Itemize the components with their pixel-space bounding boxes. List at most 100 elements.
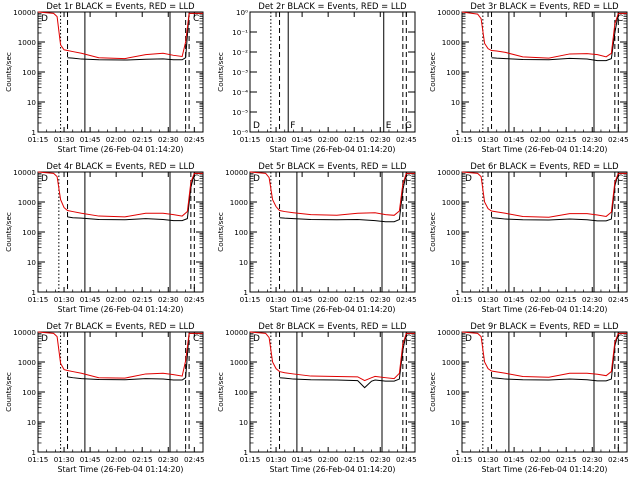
x-tick-label: 02:00 [530, 455, 551, 464]
annotation-letter: D [41, 174, 48, 184]
panel-det-9: Det 9r BLACK = Events, RED = LLD 1 10 100 10… [428, 321, 629, 474]
y-tick-label: 10 [27, 258, 37, 267]
series-line-events [491, 12, 627, 62]
annotation-letter: C [193, 334, 199, 344]
plot-frame [249, 331, 416, 453]
x-tick-label: 01:15 [452, 295, 473, 304]
plot-frame [37, 331, 204, 453]
y-tick-label: 1000 [442, 198, 461, 207]
y-tick-label: 1000 [18, 198, 37, 207]
x-tick-label: 02:15 [344, 135, 365, 144]
panel-title: Det 6r BLACK = Events, RED = LLD [470, 161, 618, 171]
x-tick-label: 02:30 [582, 455, 603, 464]
panel-title: Det 4r BLACK = Events, RED = LLD [46, 161, 194, 171]
y-tick-label: 100 [22, 388, 36, 397]
x-tick-label: 02:15 [132, 455, 153, 464]
y-axis-label: Counts/sec [428, 212, 437, 252]
annotation-letter: E [386, 121, 392, 131]
panel-det-6: Det 6r BLACK = Events, RED = LLD 1 10 100 10… [428, 161, 629, 314]
x-tick-label: 02:15 [344, 455, 365, 464]
x-tick-label: 01:15 [28, 455, 49, 464]
y-tick-label: 10 [239, 258, 249, 267]
annotation-letter: G [405, 121, 412, 131]
annotation-letter: D [41, 334, 48, 344]
plot-frame [37, 11, 204, 133]
annotation-letter: C [617, 174, 623, 184]
x-tick-label: 02:00 [318, 455, 339, 464]
plot-frame [461, 171, 628, 293]
x-tick-label: 02:30 [582, 135, 603, 144]
series-line-events [279, 332, 415, 389]
x-tick-label: 01:15 [452, 455, 473, 464]
y-tick-label: 1 [455, 128, 460, 137]
y-tick-label: 100 [22, 68, 36, 77]
x-tick-label: 02:00 [530, 295, 551, 304]
panel-det-3: Det 3r BLACK = Events, RED = LLD 1 10 100 10… [428, 1, 629, 154]
panel-title: Det 3r BLACK = Events, RED = LLD [470, 1, 618, 11]
y-tick-label: 10⁻² [232, 48, 248, 57]
x-tick-label: 02:00 [106, 455, 127, 464]
y-tick-label: 10000 [437, 8, 460, 17]
series-line-events [491, 172, 627, 222]
y-tick-label: 100 [234, 388, 248, 397]
x-tick-label: 02:00 [318, 295, 339, 304]
y-tick-label: 10000 [437, 168, 460, 177]
panel-title: Det 5r BLACK = Events, RED = LLD [258, 161, 406, 171]
plot-frame [461, 11, 628, 133]
series-line-lld [461, 171, 627, 218]
panel-det-4: Det 4r BLACK = Events, RED = LLD 1 10 100 10… [4, 161, 205, 314]
y-tick-label: 10⁻¹ [232, 28, 248, 37]
x-tick-label: 01:45 [504, 455, 525, 464]
plot-frame [249, 11, 416, 133]
y-tick-label: 10000 [225, 328, 248, 337]
y-tick-label: 10000 [13, 168, 36, 177]
x-tick-label: 01:30 [54, 295, 75, 304]
panel-det-7: Det 7r BLACK = Events, RED = LLD 1 10 100 10… [4, 321, 205, 474]
x-tick-label: 01:15 [28, 295, 49, 304]
y-tick-label: 10000 [13, 8, 36, 17]
x-tick-label: 02:45 [608, 135, 629, 144]
x-tick-label: 02:30 [582, 295, 603, 304]
series-line-lld [249, 331, 415, 382]
series-line-lld [37, 331, 203, 379]
x-tick-label: 01:30 [478, 135, 499, 144]
x-tick-label: 02:15 [556, 135, 577, 144]
y-tick-label: 10 [451, 258, 461, 267]
y-tick-label: 10 [239, 418, 249, 427]
x-tick-label: 02:30 [370, 455, 391, 464]
x-tick-label: 02:00 [106, 295, 127, 304]
y-tick-label: 1000 [442, 358, 461, 367]
series-line-lld [461, 331, 627, 378]
x-tick-label: 01:30 [266, 135, 287, 144]
y-tick-label: 10⁻³ [232, 68, 248, 77]
x-tick-label: 01:30 [54, 455, 75, 464]
y-tick-label: 1 [243, 288, 248, 297]
x-tick-label: 02:45 [396, 295, 417, 304]
x-tick-label: 01:30 [266, 295, 287, 304]
x-axis-label: Start Time (26-Feb-04 01:14:20) [482, 465, 608, 474]
panel-det-2: Det 2r BLACK = Events, RED = LLD 10⁰ 10⁻¹ 1… [216, 1, 417, 154]
panel-title: Det 2r BLACK = Events, RED = LLD [258, 1, 406, 11]
y-tick-label: 1000 [230, 198, 249, 207]
y-tick-label: 10⁻⁶ [232, 128, 248, 137]
x-tick-label: 01:45 [80, 455, 101, 464]
x-tick-label: 01:45 [80, 295, 101, 304]
panel-det-8: Det 8r BLACK = Events, RED = LLD 1 10 100 10… [216, 321, 417, 474]
y-tick-label: 10 [27, 98, 37, 107]
x-tick-label: 02:45 [184, 295, 205, 304]
annotation-letter: D [465, 174, 472, 184]
x-tick-label: 02:45 [396, 135, 417, 144]
y-axis-label: Counts/sec [4, 52, 13, 92]
y-tick-label: 100 [234, 228, 248, 237]
x-tick-label: 01:45 [504, 135, 525, 144]
x-tick-label: 01:30 [266, 455, 287, 464]
x-tick-label: 01:30 [54, 135, 75, 144]
series-line-lld [249, 171, 415, 216]
y-tick-label: 1 [455, 448, 460, 457]
y-tick-label: 1 [243, 448, 248, 457]
y-tick-label: 100 [22, 228, 36, 237]
y-tick-label: 1000 [18, 358, 37, 367]
y-tick-label: 10000 [13, 328, 36, 337]
y-tick-label: 10000 [225, 168, 248, 177]
